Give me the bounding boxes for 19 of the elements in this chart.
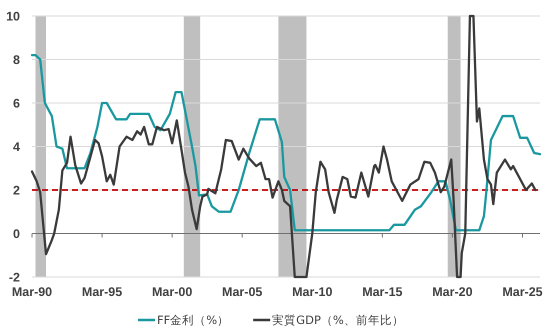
y-tick-label: 10 bbox=[6, 10, 20, 24]
legend-label: FF金利（%） bbox=[157, 313, 230, 327]
x-tick-label: Mar-05 bbox=[222, 285, 262, 299]
y-tick-label: 0 bbox=[13, 227, 20, 241]
line-series bbox=[30, 14, 536, 278]
y-tick-label: 2 bbox=[13, 184, 20, 198]
legend-label: 実質GDP（%、前年比） bbox=[272, 313, 404, 327]
x-tick-label: Mar-10 bbox=[292, 285, 332, 299]
line-series bbox=[30, 54, 542, 232]
x-tick-label: Mar-00 bbox=[152, 285, 192, 299]
y-tick-label: 6 bbox=[13, 96, 20, 110]
y-tick-label: -2 bbox=[8, 270, 20, 284]
x-tick-label: Mar-95 bbox=[82, 285, 122, 299]
x-tick-label: Mar-15 bbox=[362, 285, 403, 299]
y-tick-label: 8 bbox=[13, 53, 20, 67]
y-tick-label: 4 bbox=[13, 140, 20, 154]
x-tick-label: Mar-90 bbox=[12, 285, 52, 299]
x-tick-label: Mar-20 bbox=[432, 285, 473, 299]
x-tick-label: Mar-25 bbox=[502, 285, 543, 299]
